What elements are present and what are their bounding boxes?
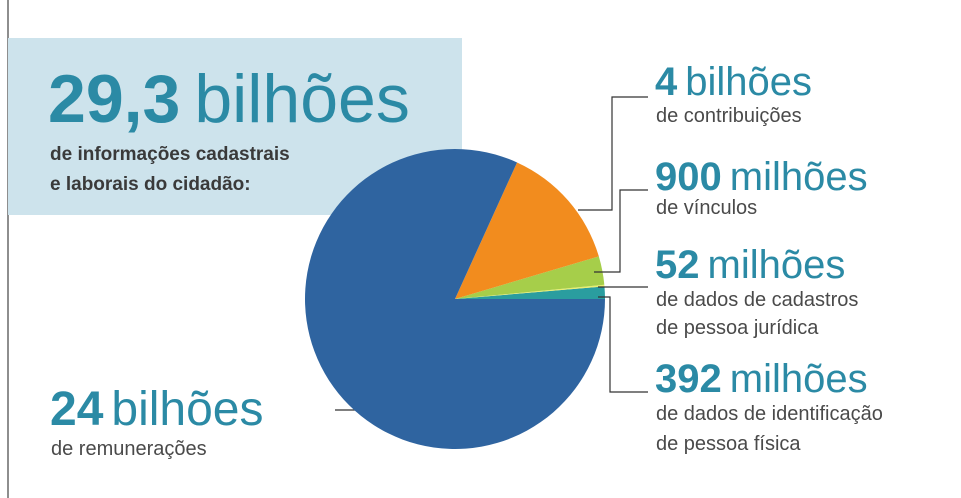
pie-slice: [455, 284, 605, 299]
description: de dados de cadastros: [656, 289, 858, 311]
value-label: 900 milhões: [655, 155, 868, 199]
description: de remunerações: [51, 438, 207, 460]
title-value: 29,3: [48, 61, 180, 137]
value-number: 900: [655, 155, 722, 199]
value-number: 392: [655, 357, 722, 401]
description: de vínculos: [656, 197, 757, 219]
subtitle: de informações cadastrais: [50, 144, 290, 165]
leader-line: [594, 189, 648, 273]
pie-slice: [455, 256, 605, 299]
leader-line: [578, 96, 648, 211]
pie-slice: [455, 162, 599, 299]
value-label: 4 bilhões: [655, 60, 812, 104]
value-number: 24: [50, 383, 104, 436]
pie-slice: [305, 148, 605, 449]
value-label: 24 bilhões: [50, 383, 264, 436]
value-number: 52: [655, 243, 700, 287]
description: de pessoa jurídica: [656, 317, 819, 339]
description: de contribuições: [656, 105, 802, 127]
subtitle: e laborais do cidadão:: [50, 174, 251, 195]
value-unit: milhões: [730, 155, 868, 199]
value-number: 4: [655, 60, 678, 104]
description: de dados de identificação: [656, 403, 883, 425]
leader-line: [598, 296, 648, 393]
title: 29,3 bilhões: [48, 61, 410, 137]
pie-slice: [455, 286, 605, 299]
value-unit: bilhões: [111, 383, 263, 436]
title-unit: bilhões: [194, 61, 410, 137]
value-label: 52 milhões: [655, 243, 845, 287]
value-unit: bilhões: [685, 60, 812, 104]
value-unit: milhões: [708, 243, 846, 287]
description: de pessoa física: [656, 433, 801, 455]
value-label: 392 milhões: [655, 357, 868, 401]
value-unit: milhões: [730, 357, 868, 401]
